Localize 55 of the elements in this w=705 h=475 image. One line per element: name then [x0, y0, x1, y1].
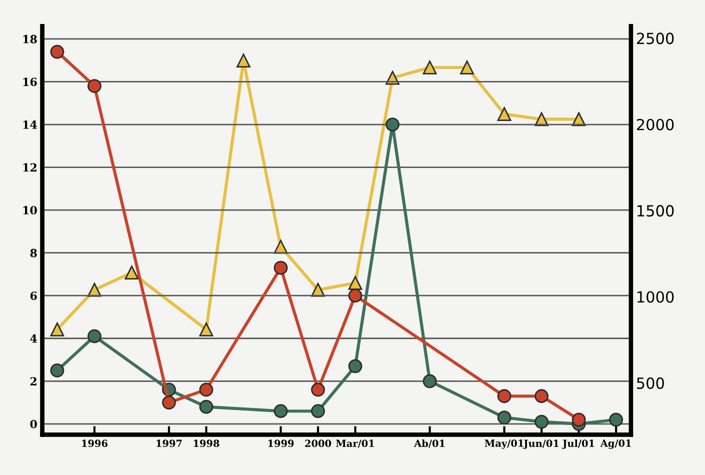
point: [162, 396, 176, 410]
x-tick-label: Mar/01: [336, 440, 374, 448]
x-tick-label: May/01: [484, 440, 524, 449]
x-tick-label: 1997: [156, 440, 182, 448]
point: [311, 404, 325, 418]
y-tick-label: 18: [23, 34, 37, 44]
point: [88, 79, 102, 93]
point: [460, 60, 474, 74]
point: [422, 60, 437, 74]
point: [88, 329, 102, 344]
x-tick-label: 1998: [194, 440, 220, 448]
x-tick-label: Jun/01: [522, 440, 558, 449]
point: [534, 414, 548, 429]
x-tick-label: 1996: [82, 440, 108, 448]
point: [572, 412, 586, 427]
point: [386, 118, 400, 132]
point: [124, 266, 139, 280]
point: [311, 382, 325, 397]
y-tick-label: 0: [30, 420, 37, 428]
point: [274, 260, 288, 275]
y2-tick-label: 2000: [636, 118, 674, 130]
y-tick-label: 4: [30, 334, 37, 343]
point: [50, 322, 64, 336]
x-tick-label: Ab/01: [414, 439, 445, 448]
y-tick-label: 2: [30, 377, 36, 386]
y-tick-label: 10: [23, 206, 37, 214]
point: [199, 400, 214, 414]
x-tick-label: 1999: [268, 440, 294, 448]
point: [274, 404, 288, 418]
y-tick-label: 14: [23, 120, 37, 129]
x-tick-label: Jul/01: [562, 439, 594, 449]
y2-tick-label: 1000: [638, 291, 674, 303]
y2-tick-label: 1500: [638, 205, 674, 217]
point: [534, 389, 548, 404]
point: [348, 288, 362, 303]
point: [50, 44, 64, 59]
y-tick-label: 6: [30, 292, 37, 300]
point: [497, 107, 512, 121]
y-tick-label: 12: [23, 163, 36, 172]
x-tick-label: 2000: [305, 440, 332, 448]
point: [199, 382, 214, 397]
point: [422, 374, 437, 388]
point: [348, 276, 362, 290]
y-tick-label: 16: [23, 78, 37, 86]
y2-tick-label: 500: [637, 377, 664, 389]
point: [348, 359, 362, 374]
y-tick-label: 8: [30, 248, 37, 258]
y2-tick-label: 2500: [636, 32, 674, 44]
point: [236, 54, 250, 68]
point: [50, 364, 64, 378]
point: [497, 410, 512, 424]
point: [609, 412, 624, 427]
x-tick-label: Ag/01: [600, 440, 631, 449]
point: [497, 389, 512, 404]
point: [199, 322, 214, 336]
